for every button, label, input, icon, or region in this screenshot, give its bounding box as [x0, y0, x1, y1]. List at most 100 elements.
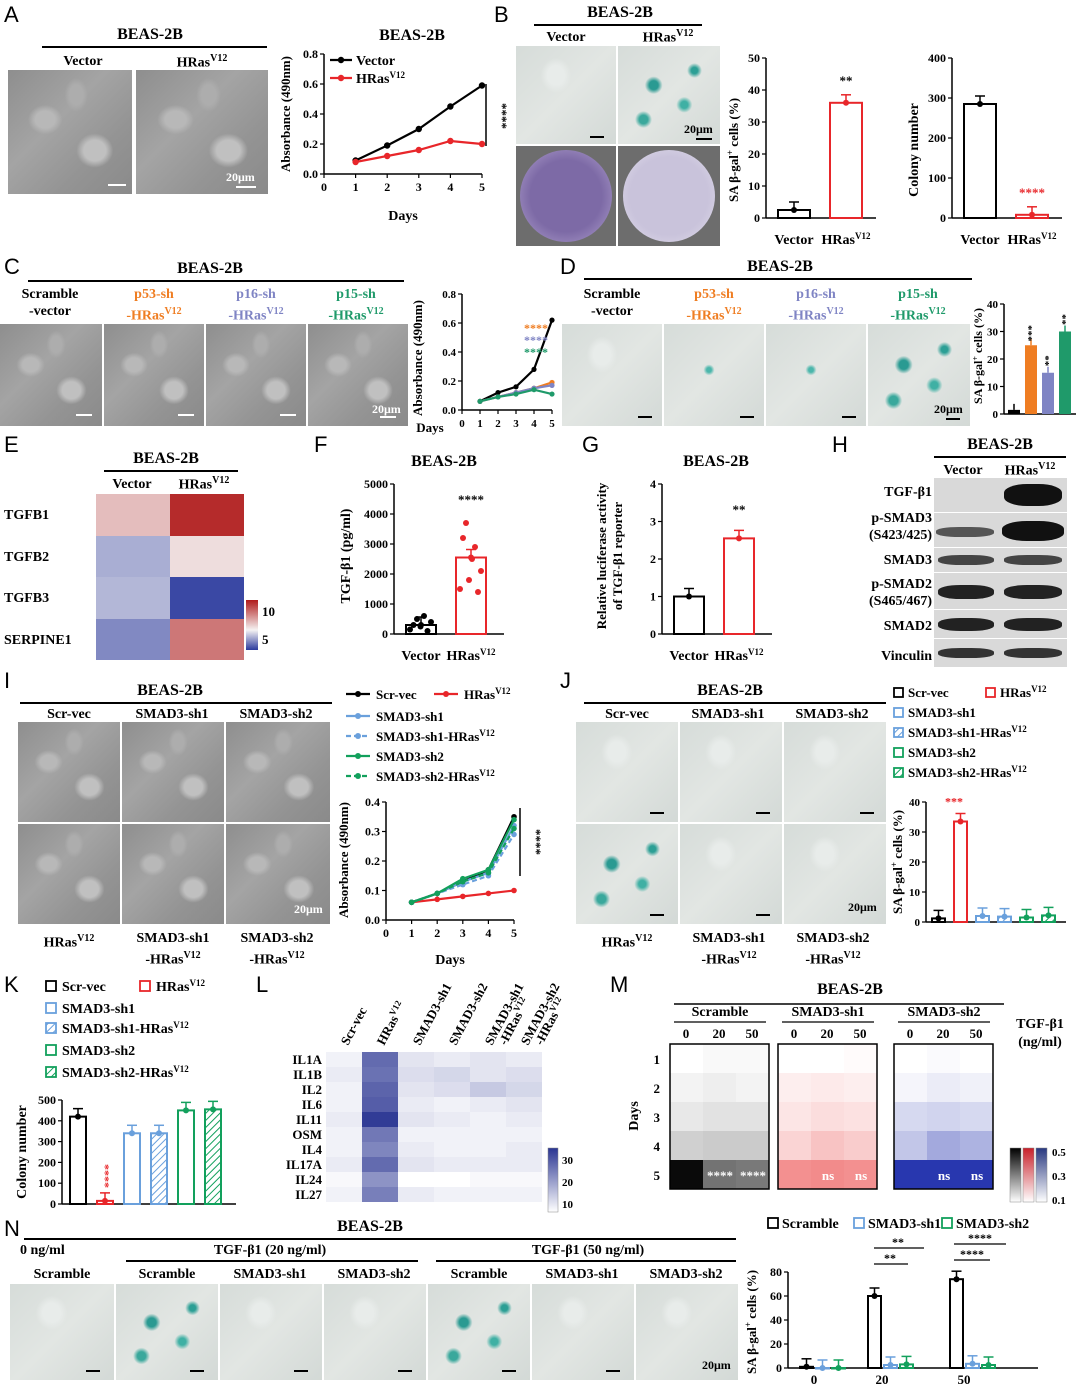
heatmap-cell	[470, 1157, 506, 1172]
legend-label: Vector	[356, 54, 395, 69]
y-tick-label: 0.2	[365, 854, 380, 868]
data-point	[953, 1276, 960, 1283]
micrograph-scramble	[0, 324, 102, 426]
heatmap-cell	[434, 1142, 470, 1157]
x-tick-label: 4	[447, 180, 453, 194]
legend-marker	[355, 753, 361, 759]
heatmap-col-label: 50	[854, 1026, 867, 1041]
legend-label: HRasV12	[464, 686, 511, 702]
heatmap-col-label: 50	[970, 1026, 983, 1041]
label-tgf-50: TGF-β1 (50 ng/ml)	[531, 1243, 645, 1258]
data-point	[485, 890, 492, 897]
scale-bar	[650, 914, 664, 916]
data-point	[408, 899, 415, 906]
axis-label: (ng/ml)	[1018, 1035, 1062, 1050]
y-tick-label: 0.3	[365, 825, 380, 839]
heatmap-colorbar	[1009, 1147, 1022, 1203]
heatmap-col-label: 0	[791, 1026, 798, 1041]
heatmap-cell	[506, 1142, 542, 1157]
heatmap-row-label: IL6	[302, 1097, 323, 1112]
legend-swatch	[767, 1217, 779, 1229]
legend-swatch	[45, 1002, 57, 1014]
y-tick-label: 2000	[364, 567, 388, 581]
data-point	[531, 366, 537, 372]
heatmap-cell	[506, 1052, 542, 1067]
data-point	[1029, 211, 1035, 218]
heatmap-cell	[398, 1142, 434, 1157]
title-underline	[42, 46, 267, 48]
legend-marker	[355, 773, 361, 779]
label-scramble: Scramble	[138, 1267, 196, 1282]
heatmap-cell	[398, 1097, 434, 1112]
x-tick-label: 0	[811, 1372, 818, 1384]
heatmap-cell	[96, 535, 170, 577]
colorbar-tick: 20	[562, 1177, 574, 1189]
panel-h-title: BEAS-2B	[967, 436, 1033, 453]
scale-bar-label: 20μm	[934, 402, 963, 416]
x-tick-label: 50	[958, 1372, 971, 1384]
legend-label: SMAD3-sh2	[908, 745, 976, 760]
heatmap-cell	[778, 1073, 811, 1102]
heatmap-cell	[470, 1097, 506, 1112]
label-scramble-vector: Scramble -vector	[21, 287, 79, 319]
significance: ****	[524, 345, 548, 359]
bar	[1008, 409, 1020, 414]
panel-j-title: BEAS-2B	[697, 682, 763, 699]
y-axis-label: SA β-gal+ cells (%)	[889, 810, 905, 914]
y-tick-label: 500	[38, 1093, 56, 1107]
sa-bgal-image-smad3-sh2	[784, 722, 886, 822]
y-tick-label: 1	[650, 590, 656, 604]
x-tick-label: 4	[485, 926, 491, 940]
bar	[963, 103, 997, 219]
heatmap-cell	[703, 1160, 736, 1189]
y-tick-label: 0.6	[303, 77, 318, 91]
micrograph-p15	[308, 324, 408, 426]
significance: **	[733, 502, 746, 517]
heatmap-cell	[670, 1102, 703, 1131]
data-point	[478, 82, 486, 89]
label-scr-vec: Scr-vec	[47, 707, 91, 722]
y-tick-label: 20	[909, 857, 921, 869]
title-underline	[534, 24, 702, 26]
colorbar-tick: 0.1	[1052, 1195, 1066, 1207]
y-tick-label: 0.0	[442, 405, 456, 417]
y-tick-label: 1000	[364, 597, 388, 611]
significance: ****	[524, 321, 548, 335]
significance: ****	[968, 1231, 992, 1245]
data-point	[466, 577, 472, 583]
heatmap-cell	[434, 1187, 470, 1202]
panel-i-title: BEAS-2B	[137, 682, 203, 699]
blot-label: SMAD3	[883, 553, 932, 568]
bar	[1059, 331, 1071, 414]
data-point	[871, 1293, 878, 1299]
sa-bgal-image-scr-vec	[576, 722, 678, 822]
heatmap-cell	[506, 1097, 542, 1112]
significance: **	[892, 1235, 904, 1249]
label-smad3-sh2: SMAD3-sh2	[337, 1267, 411, 1282]
chart-b-sabgal: 0 10 20 30 40 50 Vector HRasV12 ** SA β-gal+ cell…	[725, 51, 876, 248]
label-p15-hras: p15-sh -HRasV12	[890, 287, 946, 324]
title-underline	[584, 702, 886, 704]
significance: ***	[945, 795, 963, 809]
heatmap-col-label: 20	[821, 1026, 834, 1041]
data-point	[957, 818, 964, 825]
scale-bar	[650, 812, 664, 814]
heatmap-colorbar	[1022, 1147, 1035, 1203]
series-line	[411, 825, 515, 904]
data-point	[460, 893, 466, 900]
heatmap-cell	[894, 1073, 927, 1102]
bar	[673, 595, 705, 635]
heatmap-cell	[778, 1102, 811, 1131]
sa-bgal-image-vector	[516, 46, 616, 144]
y-tick-label: 50	[748, 51, 760, 65]
blot-vinculin	[934, 639, 1067, 667]
heatmap-col-label: 50	[746, 1026, 759, 1041]
blot-label: SMAD2	[883, 619, 932, 634]
heatmap-cell	[326, 1052, 362, 1067]
significance: ****	[495, 103, 508, 129]
legend-label: SMAD3-sh2-HRasV12	[908, 764, 1027, 780]
sa-bgal-image	[116, 1284, 218, 1380]
y-tick-label: 0.2	[442, 376, 456, 388]
heatmap-cell	[326, 1157, 362, 1172]
legend-swatch	[45, 1022, 57, 1034]
